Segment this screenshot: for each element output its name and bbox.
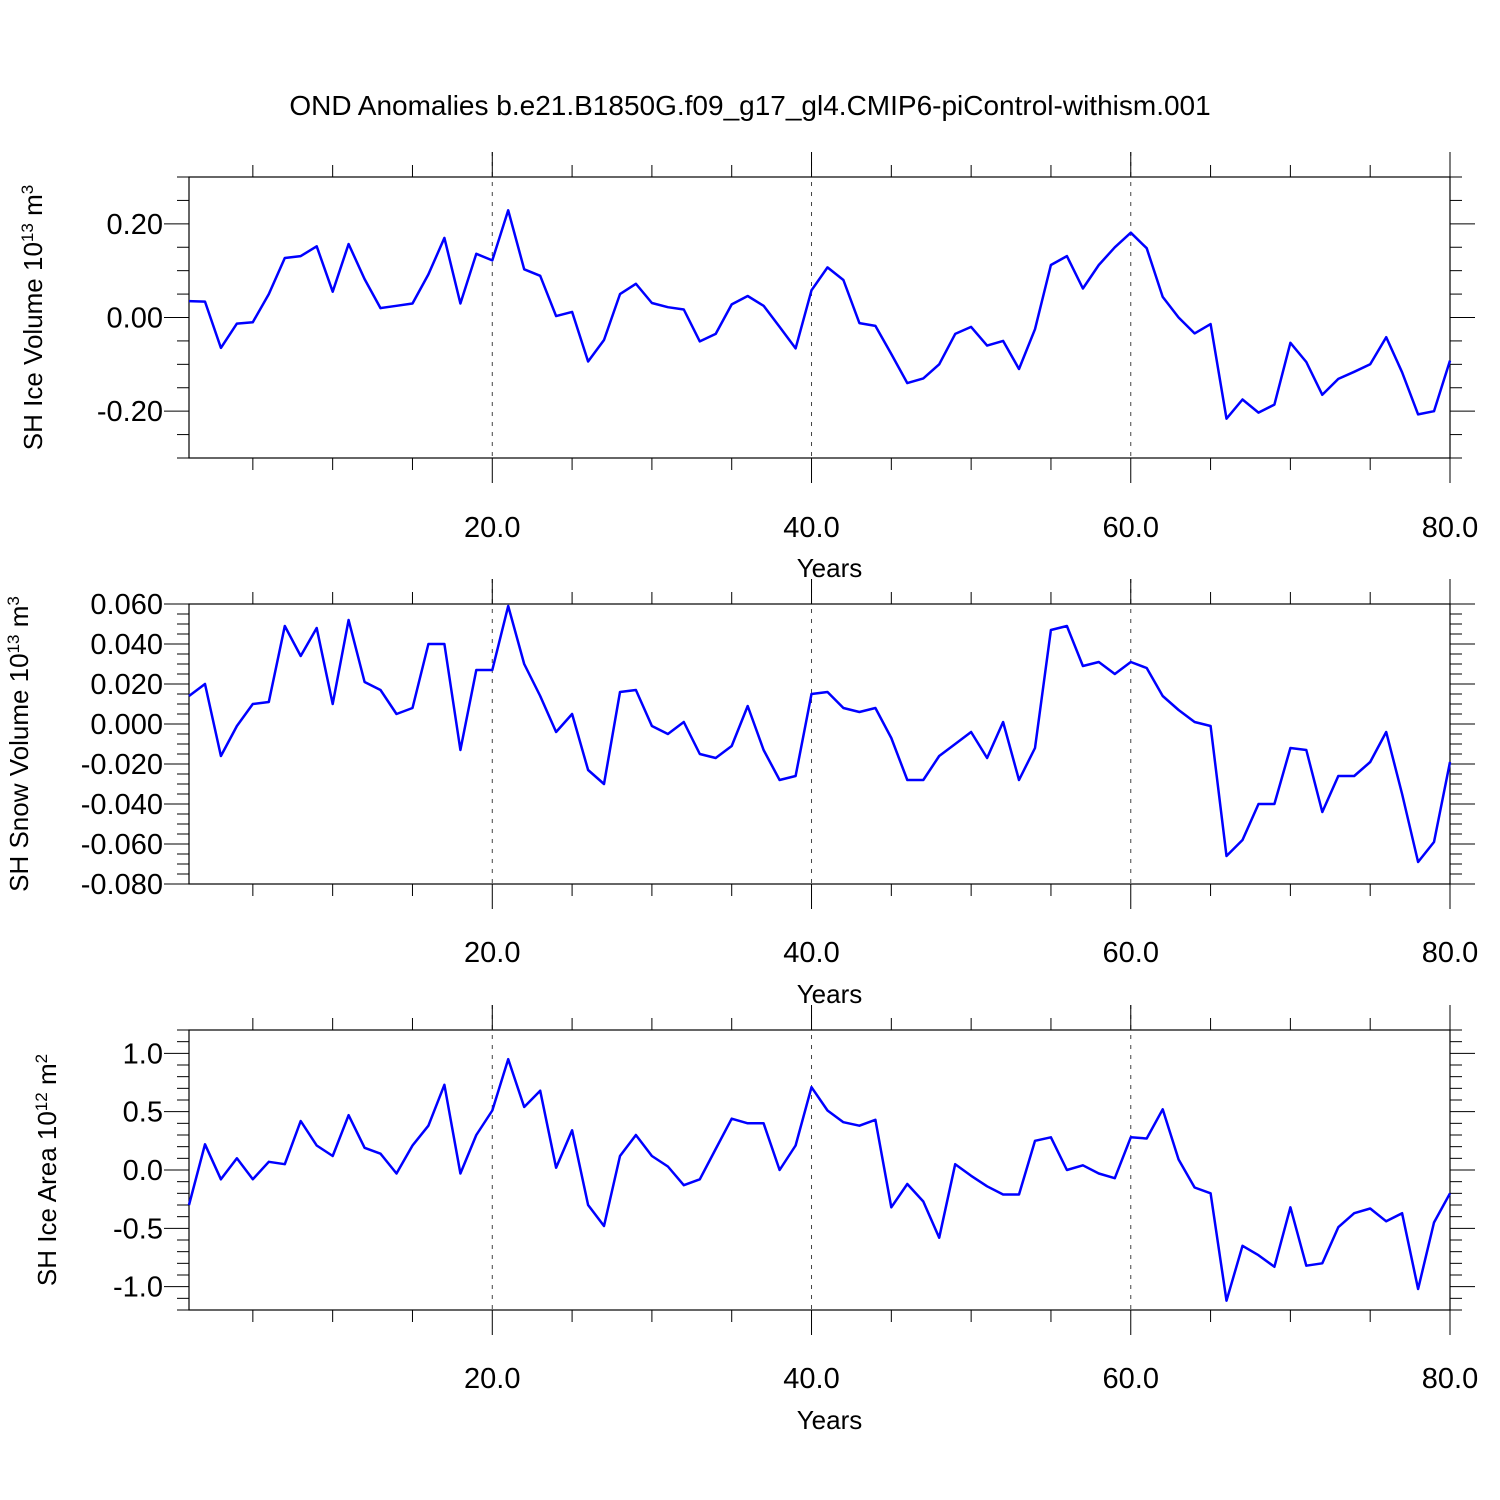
y-tick-label: 0.00 xyxy=(107,303,163,335)
series-line xyxy=(187,1057,1452,1302)
plot-frame xyxy=(188,1029,1451,1311)
y-axis-title-superscript: 2 xyxy=(32,1054,51,1063)
y-axis-title-superscript: 12 xyxy=(32,1092,51,1111)
panel-1: 20.0 40.0 60.0 80.0 0.20 0.00 -0.20 Years SH Ice… xyxy=(18,152,1478,583)
y-axis-title-part: SH Ice Volume 10 xyxy=(18,242,48,450)
plot-frame xyxy=(188,176,1451,459)
chart-title: OND Anomalies b.e21.B1850G.f09_g17_gl4.C… xyxy=(289,90,1210,121)
x-tick-label: 80.0 xyxy=(1422,1363,1478,1395)
x-tick-label: 20.0 xyxy=(464,512,520,544)
y-tick-label: -0.5 xyxy=(113,1213,163,1245)
x-axis-title: Years xyxy=(797,1405,863,1435)
y-axis-title-part: m xyxy=(4,606,34,635)
y-tick-label: 0.040 xyxy=(90,629,163,661)
x-tick-label: 60.0 xyxy=(1103,937,1159,969)
y-axis-title: SH Ice Area 1012 m2 xyxy=(32,1054,63,1286)
y-tick-label: 0.060 xyxy=(90,589,163,621)
x-tick-label: 20.0 xyxy=(464,937,520,969)
y-axis-title: SH Snow Volume 1013 m3 xyxy=(4,596,35,892)
y-axis-title-superscript: 13 xyxy=(18,223,37,242)
y-tick-label: 0.5 xyxy=(123,1097,163,1129)
x-tick-label: 80.0 xyxy=(1422,512,1478,544)
y-tick-label: 0.0 xyxy=(123,1155,163,1187)
plot-frame xyxy=(188,603,1451,885)
y-tick-label: 0.000 xyxy=(90,709,163,741)
x-tick-label: 40.0 xyxy=(783,1363,839,1395)
y-axis-title: SH Ice Volume 1013 m3 xyxy=(18,185,49,450)
y-axis-title-part: SH Ice Area 10 xyxy=(32,1111,62,1286)
y-axis-title-part: SH Snow Volume 10 xyxy=(4,653,34,891)
y-tick-label: -0.20 xyxy=(97,396,163,428)
x-tick-label: 60.0 xyxy=(1103,512,1159,544)
y-tick-label: 0.20 xyxy=(107,209,163,241)
y-tick-label: -0.020 xyxy=(81,749,163,781)
y-tick-label: -0.060 xyxy=(81,829,163,861)
y-tick-label: 1.0 xyxy=(123,1038,163,1070)
y-tick-label: 0.020 xyxy=(90,669,163,701)
y-tick-label: -0.040 xyxy=(81,789,163,821)
y-axis-title-superscript: 13 xyxy=(4,634,23,653)
x-tick-label: 20.0 xyxy=(464,1363,520,1395)
x-tick-label: 60.0 xyxy=(1103,1363,1159,1395)
y-tick-label: -0.080 xyxy=(81,869,163,901)
x-axis-title: Years xyxy=(797,553,863,583)
series-line xyxy=(188,604,1452,864)
y-tick-label: -1.0 xyxy=(113,1272,163,1304)
series-line xyxy=(188,209,1452,420)
y-axis-title-part: m xyxy=(32,1063,62,1092)
panel-3: 20.0 40.0 60.0 80.0 1.0 0.5 0.0 -0.5 -1.0 Years SH… xyxy=(32,1005,1478,1435)
y-axis-title-superscript: 3 xyxy=(18,185,37,194)
x-tick-label: 40.0 xyxy=(783,512,839,544)
x-tick-label: 80.0 xyxy=(1422,937,1478,969)
x-axis-title: Years xyxy=(797,979,863,1009)
panel-2: 20.0 40.0 60.0 80.0 0.060 0.040 0.020 0.000 -0.0… xyxy=(4,579,1478,1009)
y-axis-title-part: m xyxy=(18,194,48,223)
y-axis-title-superscript: 3 xyxy=(4,596,23,605)
x-tick-label: 40.0 xyxy=(783,937,839,969)
